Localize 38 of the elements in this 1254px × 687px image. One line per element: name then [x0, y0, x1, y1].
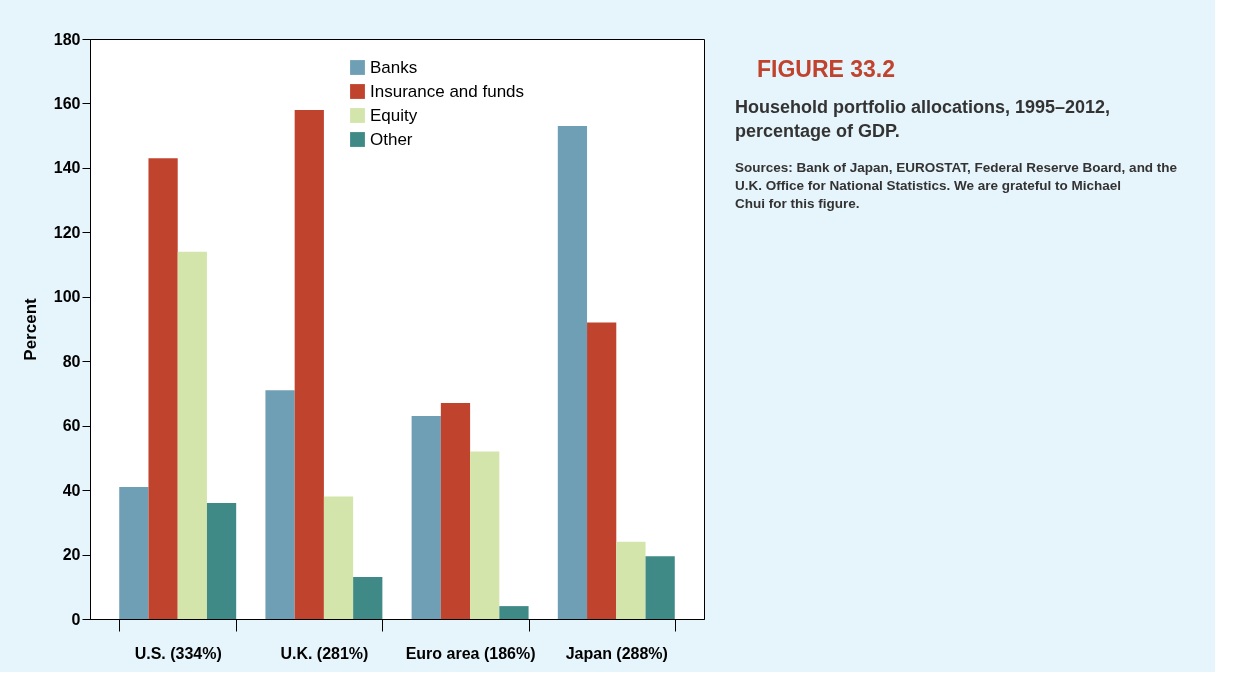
bar: [645, 556, 675, 619]
bar: [119, 486, 149, 619]
legend-label: Banks: [370, 57, 418, 77]
y-tick-label: 120: [53, 223, 81, 241]
bar: [411, 416, 441, 619]
y-tick-label: 40: [62, 481, 81, 499]
text: Household portfolio allocations, 1995–2012, percentage of GDP.: [735, 97, 1111, 141]
bar: [265, 390, 295, 619]
y-axis-title: Percent: [20, 297, 40, 361]
x-tick-label: Euro area (186%): [405, 644, 536, 662]
legend-label: Equity: [370, 105, 418, 125]
bar: [499, 606, 529, 619]
x-tick-label: Japan (288%): [565, 644, 668, 662]
bar: [587, 322, 617, 619]
y-tick-label: 60: [62, 417, 81, 435]
bar: [353, 577, 383, 619]
y-tick-label: 20: [62, 546, 81, 564]
y-tick-label: 160: [53, 94, 81, 112]
y-tick-label: 180: [53, 30, 81, 48]
source-note: Sources: Bank of Japan, EUROSTAT, Federal Reserve Board, and the U.K. Office for National Statistics. We are grateful to Michael Chui for this figure.: [735, 160, 1178, 211]
legend-label: Insurance and funds: [370, 81, 525, 101]
y-tick-label: 0: [71, 610, 81, 628]
bar: [557, 126, 588, 619]
bar: [177, 251, 207, 619]
bar: [323, 496, 354, 619]
bar: [148, 158, 178, 619]
y-tick-label: 100: [53, 288, 81, 306]
text: FIGURE 33.2: [757, 56, 896, 82]
x-tick-label: U.S. (334%): [134, 644, 222, 662]
bar: [616, 541, 646, 619]
bar: [470, 451, 500, 619]
legend-label: Other: [370, 129, 413, 149]
x-tick-label: U.K. (281%): [280, 644, 369, 662]
bar: [294, 109, 324, 619]
bar: [440, 403, 471, 619]
y-tick-label: 80: [62, 352, 81, 370]
y-tick-label: 140: [53, 159, 81, 177]
bar: [206, 503, 237, 619]
